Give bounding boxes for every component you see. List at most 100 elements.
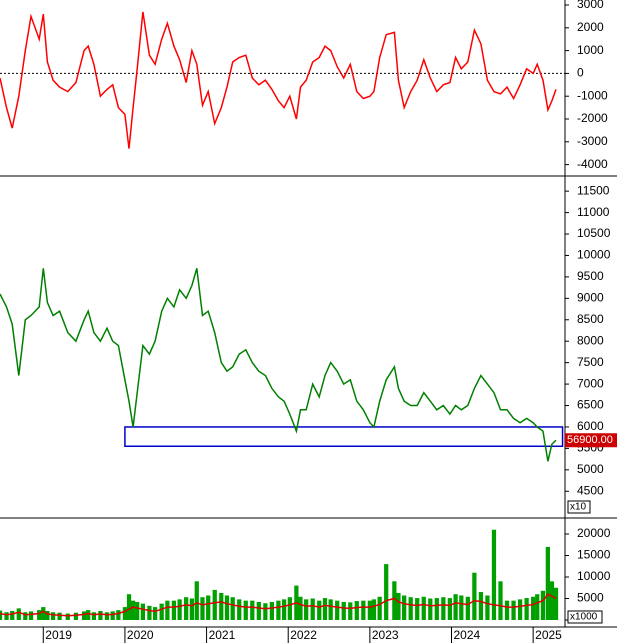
volume-bar <box>28 611 34 620</box>
volume-bar <box>130 600 136 620</box>
y-tick-label: 7500 <box>577 355 604 369</box>
x-tick-label: 2025 <box>535 628 562 642</box>
series-line <box>0 593 557 617</box>
volume-bar <box>371 599 377 620</box>
y-tick-label: 9000 <box>577 291 604 305</box>
volume-bar <box>384 564 389 620</box>
volume-bar <box>16 608 21 620</box>
volume-bar <box>447 598 453 620</box>
y-tick-label: -1000 <box>577 88 608 102</box>
y-tick-label: 8500 <box>577 312 604 326</box>
volume-bar <box>263 603 268 620</box>
volume-bar <box>498 581 503 620</box>
volume-bar <box>23 612 28 620</box>
volume-bar <box>540 590 546 620</box>
volume-bar <box>402 595 407 620</box>
volume-bar <box>269 601 275 620</box>
volume-bar <box>428 598 433 620</box>
scale-note: x1000 <box>570 612 598 623</box>
y-tick-label: 11500 <box>577 183 610 197</box>
scale-note-box <box>567 500 591 514</box>
volume-bar <box>511 600 516 620</box>
volume-bar <box>171 600 177 620</box>
x-tick-label: 2022 <box>290 628 317 642</box>
y-tick-label: 15000 <box>577 548 611 562</box>
volume-bar <box>421 596 426 620</box>
volume-bar <box>189 598 194 620</box>
last-price-box <box>565 433 617 448</box>
volume-bar <box>224 595 230 620</box>
volume-bar <box>230 597 235 620</box>
volume-bar <box>206 595 211 620</box>
volume-bar <box>98 610 103 620</box>
y-tick-label: 11000 <box>577 205 610 219</box>
volume-bar <box>10 610 15 620</box>
last-price-label: 56900.00 <box>567 434 613 446</box>
volume-bar <box>335 600 340 620</box>
y-tick-label: 1000 <box>577 43 604 57</box>
volume-bar <box>485 595 490 620</box>
volume-bar <box>517 599 523 620</box>
volume-bar <box>165 600 170 620</box>
volume-bar <box>212 589 217 620</box>
volume-bar <box>159 603 164 620</box>
volume-bar <box>322 598 328 620</box>
volume-bar <box>243 600 248 620</box>
x-tick-label: 2019 <box>45 628 72 642</box>
volume-bar <box>219 592 224 620</box>
y-tick-label: 10000 <box>577 248 611 262</box>
y-tick-label: 10500 <box>577 226 611 240</box>
volume-bar <box>504 600 510 620</box>
volume-bar <box>441 597 446 620</box>
volume-bar <box>41 607 46 620</box>
highlight-box <box>124 426 564 448</box>
y-tick-label: 5000 <box>577 591 604 605</box>
y-tick-label: 4500 <box>577 483 604 497</box>
volume-bar <box>57 612 62 620</box>
volume-bar <box>310 598 315 620</box>
volume-bar <box>434 598 439 620</box>
scale-note: x10 <box>570 502 587 513</box>
volume-bar <box>147 605 152 620</box>
volume-bar <box>135 601 140 620</box>
y-tick-label: 0 <box>577 66 584 80</box>
y-tick-label: 8000 <box>577 333 604 347</box>
x-tick-label: 2021 <box>209 628 236 642</box>
volume-bar <box>298 596 303 620</box>
volume-bar <box>177 599 182 620</box>
volume-bar <box>73 612 79 620</box>
y-tick-label: 5000 <box>577 462 604 476</box>
volume-bar <box>153 607 158 620</box>
volume-bar <box>465 596 470 620</box>
volume-bar <box>328 599 333 620</box>
series-line <box>0 11 557 149</box>
y-tick-label: 10000 <box>577 569 611 583</box>
volume-bar <box>553 587 559 620</box>
x-tick-label: 2023 <box>372 628 399 642</box>
volume-bar <box>392 581 397 620</box>
y-tick-label: -3000 <box>577 134 608 148</box>
x-tick-label: 2020 <box>127 628 154 642</box>
volume-bar <box>276 600 281 620</box>
volume-bar <box>472 572 477 620</box>
volume-bar <box>491 529 497 620</box>
volume-bar <box>104 612 110 620</box>
volume-bar <box>256 601 261 620</box>
volume-bar <box>459 595 464 620</box>
volume-bar <box>531 596 536 620</box>
volume-bar <box>549 581 555 620</box>
volume-bar <box>361 600 366 620</box>
volume-bar <box>194 581 199 620</box>
y-tick-label: 7000 <box>577 376 604 390</box>
scale-note-box <box>567 610 603 624</box>
volume-bar <box>341 601 346 620</box>
volume-bar <box>304 599 309 620</box>
y-tick-label: 20000 <box>577 526 611 540</box>
y-tick-label: 3000 <box>577 0 604 11</box>
volume-bar <box>50 612 56 620</box>
volume-bar <box>367 600 372 620</box>
volume-bar <box>65 613 70 620</box>
volume-bar <box>4 612 9 620</box>
